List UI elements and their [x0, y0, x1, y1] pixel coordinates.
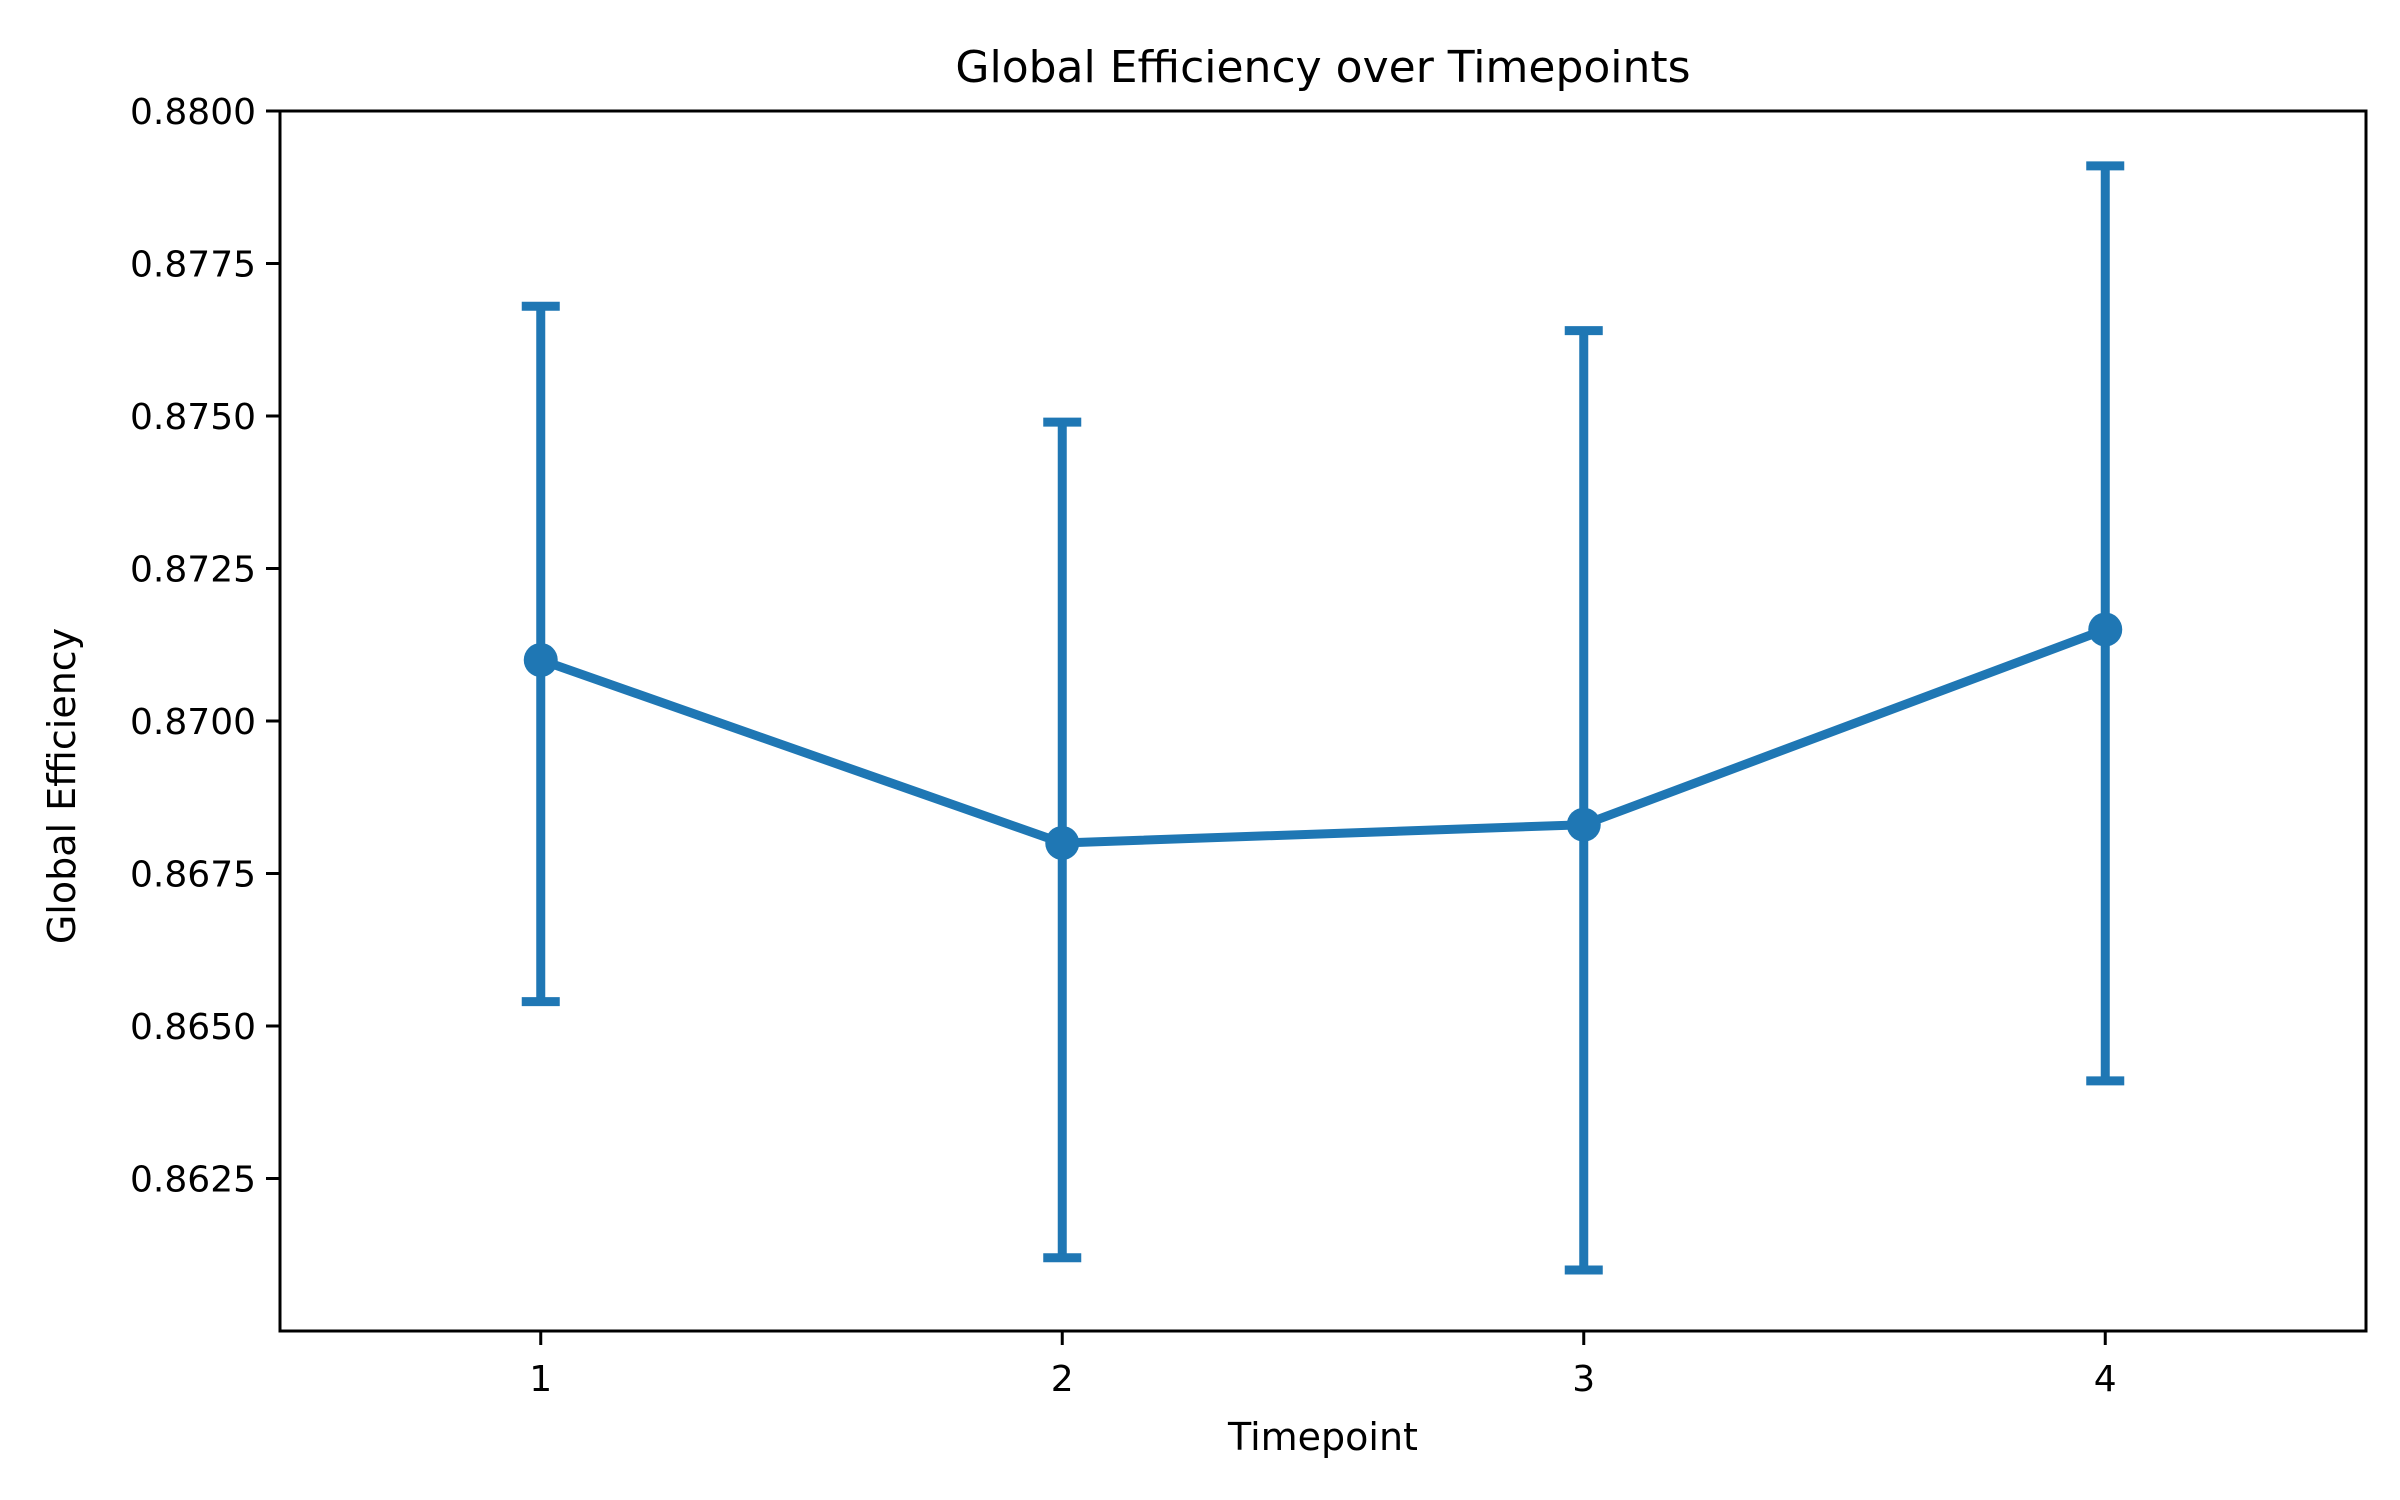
x-axis-ticks: 1 2 3 4 [529, 1331, 2117, 1400]
y-tick-label: 0.8700 [130, 702, 256, 743]
plot-frame [278, 109, 2368, 1333]
x-tick-label: 2 [1051, 1359, 1074, 1400]
x-tick-label: 3 [1572, 1359, 1595, 1400]
data-point [1566, 807, 1601, 842]
x-tick-label: 4 [2094, 1359, 2117, 1400]
y-tick-label: 0.8625 [130, 1160, 256, 1201]
y-tick-label: 0.8675 [130, 855, 256, 896]
x-tick-label: 1 [529, 1359, 552, 1400]
y-axis-label: Global Efficiency [40, 628, 84, 944]
chart-title: Global Efficiency over Timepoints [955, 42, 1690, 93]
series-line [536, 625, 2110, 848]
data-points [523, 612, 2123, 860]
y-tick-label: 0.8650 [130, 1007, 256, 1048]
y-tick-label: 0.8775 [130, 245, 256, 286]
y-tick-label: 0.8725 [130, 550, 256, 591]
data-point [2088, 612, 2123, 647]
data-point [1045, 826, 1080, 860]
y-tick-label: 0.8800 [130, 92, 256, 133]
y-tick-label: 0.8750 [130, 397, 256, 438]
x-axis-label: Timepoint [1227, 1415, 1418, 1459]
y-axis-ticks: 0.8625 0.8650 0.8675 0.8700 0.8725 0.8750 0.87… [130, 92, 280, 1201]
data-point [523, 643, 558, 677]
